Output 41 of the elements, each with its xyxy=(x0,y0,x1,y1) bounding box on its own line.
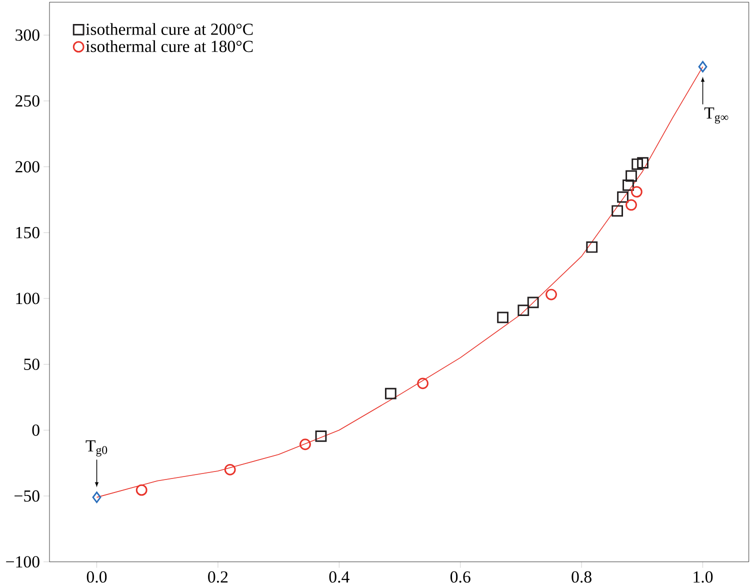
point xyxy=(612,205,624,217)
x-tick-label: 0.4 xyxy=(329,571,350,583)
point xyxy=(300,438,311,450)
legend-label: isothermal cure at 200°C xyxy=(86,23,253,35)
point xyxy=(384,388,396,400)
point xyxy=(92,492,102,504)
point xyxy=(136,484,148,496)
point xyxy=(626,199,637,211)
annotation: T$_{g∞}$ xyxy=(704,108,728,124)
line-series xyxy=(96,66,704,498)
point xyxy=(698,60,708,72)
point xyxy=(631,186,642,198)
x-tick-label: 0.2 xyxy=(208,571,228,583)
y-tick-label: 200 xyxy=(16,161,40,172)
y-tick-label: 100 xyxy=(16,292,40,304)
point xyxy=(315,430,327,442)
x-tick-label: 0.0 xyxy=(86,571,107,583)
point xyxy=(622,180,634,191)
y-tick-label: 50 xyxy=(24,358,40,370)
y-tick-label: 300 xyxy=(16,29,40,41)
point xyxy=(626,170,637,182)
point xyxy=(527,296,539,308)
x-tick-label: 0.6 xyxy=(450,571,470,583)
point xyxy=(546,288,557,300)
point xyxy=(417,378,428,390)
point xyxy=(617,191,628,203)
x-tick-label: 0.8 xyxy=(572,571,592,583)
x-tick-label: 1.0 xyxy=(694,571,713,583)
point xyxy=(632,158,644,170)
point xyxy=(637,157,648,169)
y-tick-label: 0 xyxy=(32,424,40,436)
point xyxy=(518,304,530,316)
y-tick-label: −50 xyxy=(14,490,40,502)
y-tick-label: 250 xyxy=(16,95,40,107)
point xyxy=(224,464,236,476)
annotation: T$_{g0}$ xyxy=(86,440,108,457)
point xyxy=(586,241,598,253)
point xyxy=(497,312,508,324)
y-tick-label: −100 xyxy=(6,556,40,568)
legend-label: isothermal cure at 180°C xyxy=(86,40,253,52)
y-tick-label: 150 xyxy=(16,226,40,238)
